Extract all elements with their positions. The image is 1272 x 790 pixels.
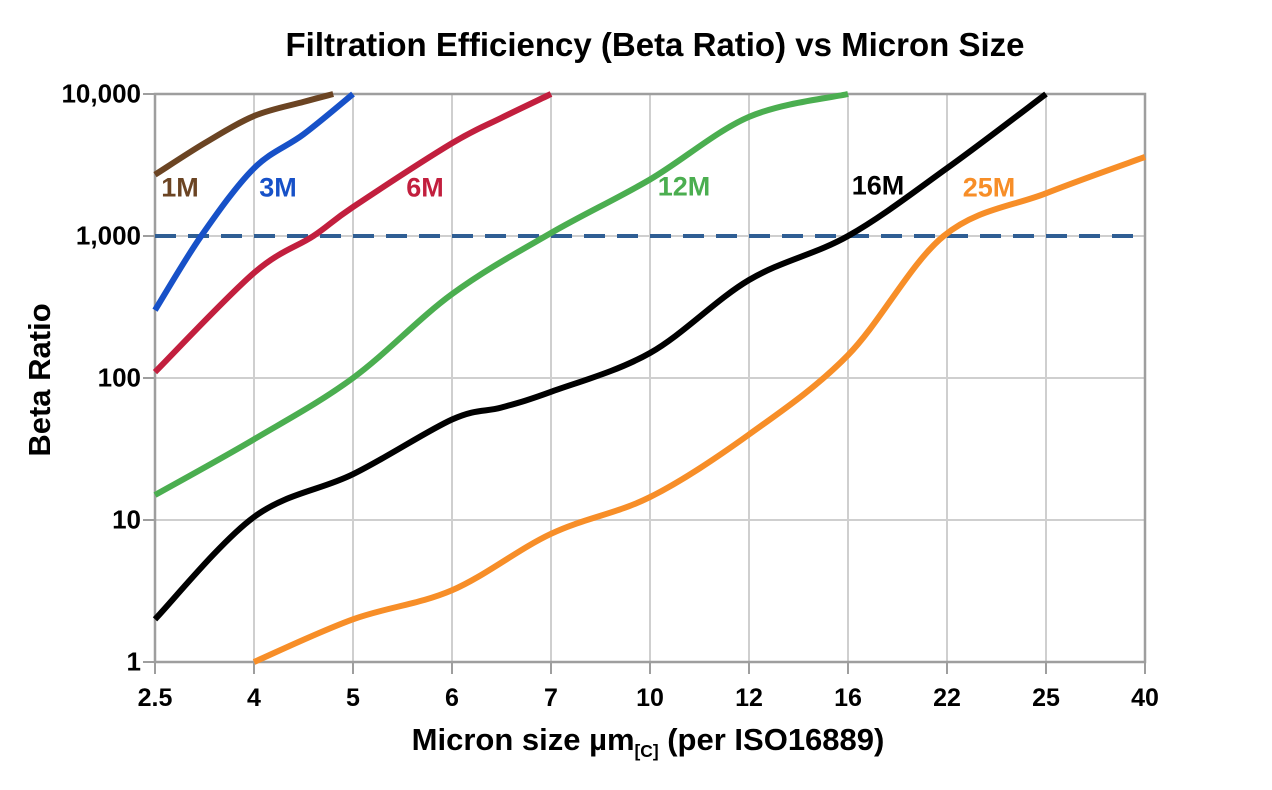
x-tick-label-16: 16: [834, 684, 862, 712]
x-axis-title-subscript: [C]: [634, 741, 659, 762]
series-line-12M: [153, 91, 849, 498]
y-tick-label-100: 100: [97, 362, 141, 393]
x-tick-label-4: 4: [247, 684, 261, 712]
series-label-1M: 1M: [161, 172, 199, 203]
series-line-1M: [153, 91, 334, 178]
x-tick-label-22: 22: [933, 684, 961, 712]
series-line-6M: [152, 91, 553, 375]
y-tick-label-10: 10: [112, 504, 141, 535]
series-label-6M: 6M: [406, 172, 444, 203]
x-tick-label-5: 5: [346, 684, 360, 712]
series-label-12M: 12M: [657, 171, 711, 202]
series-line-25M: [252, 154, 1147, 665]
series-line-16M: [152, 91, 1048, 622]
x-tick-label-10: 10: [636, 684, 664, 712]
y-tick-label-10000: 10,000: [61, 78, 141, 109]
chart-title: Filtration Efficiency (Beta Ratio) vs Mi…: [285, 26, 1025, 63]
x-tick-label-12: 12: [735, 684, 763, 712]
series-label-25M: 25M: [962, 172, 1016, 203]
x-tick-label-2.5: 2.5: [137, 684, 173, 712]
x-tick-label-7: 7: [544, 684, 558, 712]
x-tick-label-25: 25: [1032, 684, 1060, 712]
y-tick-labels: 10,000 1,000 100 10 1: [0, 0, 141, 790]
x-axis-title: Micron size µm[C] (per ISO16889): [412, 722, 885, 762]
series-label-16M: 16M: [851, 170, 905, 201]
y-tick-label-1: 1: [126, 646, 141, 677]
x-tick-label-6: 6: [445, 684, 459, 712]
x-tick-label-40: 40: [1131, 684, 1159, 712]
series-line-3M: [152, 91, 355, 312]
x-axis-title-main: Micron size µm: [411, 721, 635, 757]
series-label-3M: 3M: [259, 172, 297, 203]
y-tick-label-1000: 1,000: [75, 220, 141, 251]
tick-marks: [143, 93, 1146, 674]
x-axis-title-tail: (per ISO16889): [658, 721, 885, 757]
